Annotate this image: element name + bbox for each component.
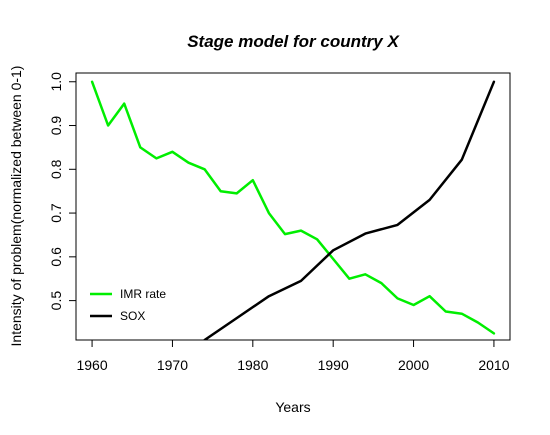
x-axis-label: Years	[275, 399, 310, 415]
y-tick-label: 0.8	[48, 159, 64, 179]
legend: IMR rate SOX	[90, 287, 166, 323]
x-tick-label: 1970	[157, 357, 188, 373]
x-tick-label: 2000	[398, 357, 429, 373]
x-tick-label: 1960	[76, 357, 107, 373]
y-tick-label: 1.0	[48, 72, 64, 92]
legend-label-imr-rate: IMR rate	[120, 287, 166, 301]
y-axis-label: Intensity of problem(normalized between …	[8, 66, 24, 347]
y-tick-label: 0.9	[48, 116, 64, 136]
y-axis: 0.5 0.6 0.7 0.8 0.9 1.0	[48, 72, 77, 311]
series-line-sox	[203, 80, 496, 340]
y-tick-label: 0.6	[48, 247, 64, 267]
chart-title: Stage model for country X	[187, 32, 400, 51]
series-layer	[90, 80, 496, 340]
x-tick-label: 1990	[318, 357, 349, 373]
x-tick-label: 1980	[237, 357, 268, 373]
x-tick-label: 2010	[478, 357, 509, 373]
x-axis: 1960 1970 1980 1990 2000 2010	[76, 339, 510, 373]
y-tick-label: 0.7	[48, 203, 64, 223]
series-line-imr-rate	[90, 80, 496, 335]
y-tick-label: 0.5	[48, 291, 64, 311]
legend-label-sox: SOX	[120, 309, 145, 323]
